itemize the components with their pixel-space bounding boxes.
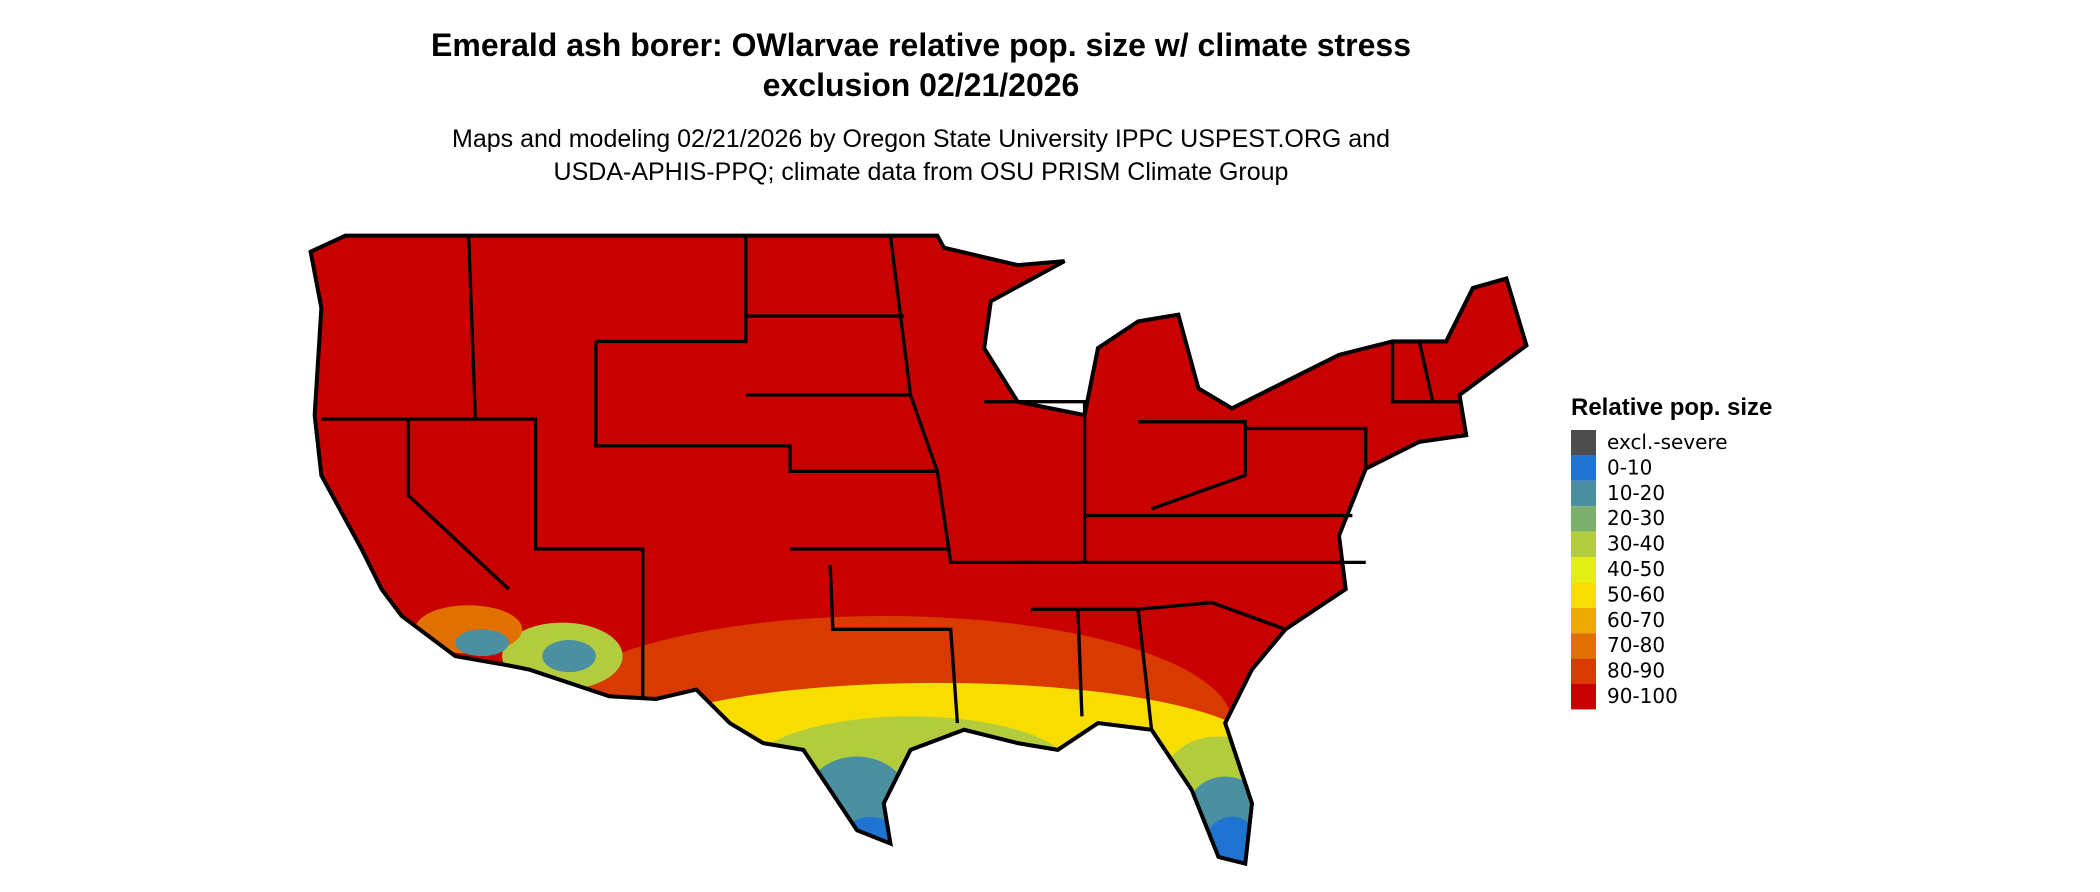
legend-swatch xyxy=(1571,658,1596,684)
legend-label: 30-40 xyxy=(1607,532,1665,556)
legend-label: 60-70 xyxy=(1607,608,1665,632)
legend-swatch xyxy=(1571,684,1596,710)
legend-label: 80-90 xyxy=(1607,659,1665,683)
legend-label: 90-100 xyxy=(1607,684,1678,708)
legend-swatch xyxy=(1571,531,1596,557)
legend-swatch xyxy=(1571,582,1596,608)
legend-swatch xyxy=(1571,480,1596,507)
legend-swatch xyxy=(1571,633,1596,659)
legend-swatch xyxy=(1571,430,1596,456)
legend-swatch xyxy=(1571,557,1596,583)
legend-title: Relative pop. size xyxy=(1571,394,1772,421)
legend-swatch xyxy=(1571,455,1596,481)
title: exclusion 02/21/2026 xyxy=(763,67,1080,103)
subtitle: Maps and modeling 02/21/2026 by Oregon S… xyxy=(452,125,1390,153)
legend-label: 20-30 xyxy=(1607,506,1665,530)
legend: excl.-severe0-1010-2020-3030-4040-5050-6… xyxy=(1571,430,1728,710)
legend-label: 40-50 xyxy=(1607,557,1665,581)
title: Emerald ash borer: OWlarvae relative pop… xyxy=(431,27,1411,63)
legend-label: 50-60 xyxy=(1607,582,1665,606)
legend-label: 0-10 xyxy=(1607,455,1652,479)
legend-label: 70-80 xyxy=(1607,633,1665,657)
us-map xyxy=(308,233,1529,867)
subtitle: USDA-APHIS-PPQ; climate data from OSU PR… xyxy=(554,158,1289,186)
legend-swatch xyxy=(1571,607,1596,634)
legend-label: excl.-severe xyxy=(1607,430,1728,454)
legend-swatch xyxy=(1571,506,1596,532)
legend-label: 10-20 xyxy=(1607,481,1665,505)
